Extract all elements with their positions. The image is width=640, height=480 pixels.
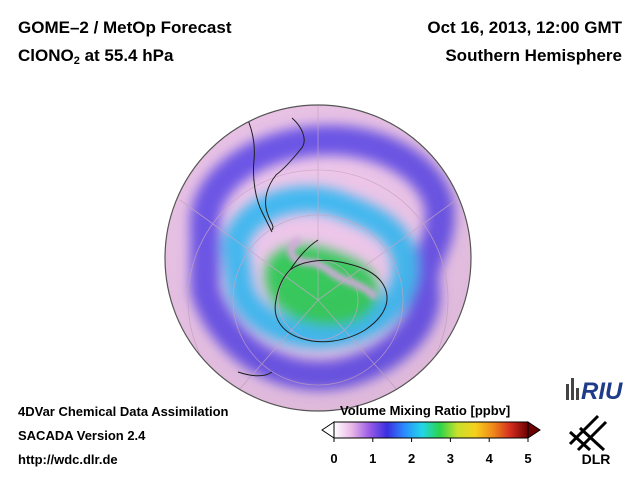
- riu-logo-text: RIU: [581, 378, 623, 404]
- globe-shading: [165, 105, 471, 411]
- dlr-logo-text: DLR: [582, 451, 611, 467]
- colorbar-left-arrow: [321, 421, 335, 439]
- riu-logo: RIU: [566, 378, 623, 404]
- colorbar-tick-label: 5: [524, 451, 532, 466]
- colorbar-tick-label: 1: [369, 451, 377, 466]
- footer-line-1: 4DVar Chemical Data Assimilation: [18, 404, 229, 419]
- riu-bar-3: [576, 388, 579, 400]
- region-label: Southern Hemisphere: [445, 46, 622, 65]
- colorbar-tick-label: 0: [330, 451, 338, 466]
- colorbar-tick-label: 3: [446, 451, 454, 466]
- footer-line-2: SACADA Version 2.4: [18, 428, 146, 443]
- footer-url[interactable]: http://wdc.dlr.de: [18, 452, 118, 467]
- title-line-2: ClONO2 at 55.4 hPa: [18, 46, 173, 67]
- globe-outline: [164, 104, 472, 412]
- globe: [165, 105, 471, 411]
- species-subscript: 2: [73, 55, 80, 67]
- colorbar-gradient: [333, 421, 529, 439]
- colorbar-tick-label: 2: [407, 451, 416, 466]
- dlr-logo: DLR: [568, 414, 611, 467]
- riu-bar-1: [566, 384, 569, 400]
- colorbar-tick-marks: [333, 438, 529, 442]
- title-line-1: GOME–2 / MetOp Forecast: [18, 18, 232, 37]
- pressure-level: at 55.4 hPa: [79, 46, 174, 65]
- riu-bar-2: [571, 378, 574, 400]
- forecast-date: Oct 16, 2013, 12:00 GMT: [427, 18, 622, 37]
- colorbar-title: Volume Mixing Ratio [ppbv]: [340, 403, 511, 418]
- colorbar-right-arrow: [527, 421, 541, 439]
- species-name: ClONO: [18, 46, 74, 65]
- dlr-emblem: [568, 414, 608, 452]
- colorbar-tick-label: 4: [485, 451, 493, 466]
- colorbar: [321, 421, 541, 442]
